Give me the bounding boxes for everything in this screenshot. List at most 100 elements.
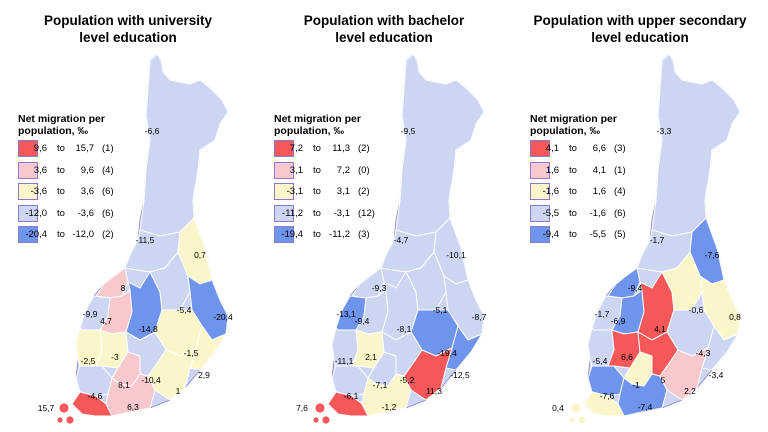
legend-swatch [18, 161, 38, 179]
region-value-label: 8,1 [118, 380, 130, 390]
region-value-label: 6,3 [127, 402, 139, 412]
region-value-label: -5,4 [177, 305, 192, 315]
legend-swatch [274, 226, 294, 243]
legend-count: (1) [614, 164, 626, 176]
region-18 [147, 347, 197, 401]
legend-count: (2) [358, 143, 370, 154]
island-1 [58, 402, 70, 414]
legend-swatch [274, 204, 294, 222]
legend-count: (4) [102, 164, 114, 176]
legend-row: -1,6 to 1,6 (4) [530, 180, 650, 202]
region-19 [583, 391, 625, 417]
region-value-label: -13,1 [336, 309, 356, 319]
legend-row: 3,6 to 9,6 (4) [18, 159, 138, 181]
region-value-label: -8,1 [397, 324, 412, 334]
island-3 [312, 416, 320, 424]
region-value-label: 15,7 [38, 403, 55, 413]
panel-bachelor: -9,5 -4,7 -10,1 -9,3 -13,1 -9,4 -8,1 -5,1 -8,7 -1… [256, 0, 512, 432]
legend-high-value: 6,6 [592, 143, 606, 154]
legend-low-value: -3,6 [30, 186, 47, 197]
legend-swatch [274, 183, 294, 200]
legend-low-value: -9,4 [542, 229, 559, 240]
legend-low-value: 9,6 [33, 143, 47, 154]
legend-low-value: 7,2 [289, 143, 303, 154]
title-line-2: level education [79, 30, 177, 45]
region-19 [327, 391, 369, 417]
legend-low-value: -3,1 [286, 186, 303, 197]
panel-university: -6,6 -11,5 0,7 8 -9,9 4,7 -14,8 -5,4 -20,4 -2,5 -3… [0, 0, 256, 432]
legend-to-text: to [313, 186, 321, 197]
title-line-1: Population with bachelor [303, 13, 465, 28]
finland-choropleth-map: -6,6 -11,5 0,7 8 -9,94,7 -14,8 -5,4 -20,4 -2,5 -3… [38, 53, 233, 425]
legend-row: -3,6 to 3,6 (6) [18, 180, 138, 202]
finland-choropleth-map: -9,5 -4,7 -10,1 -9,3 -13,1-9,4 -8,1 -5,1 -8,7 -1… [296, 53, 487, 425]
region-value-label: -10,4 [141, 375, 161, 385]
legend-high-value: 3,1 [336, 186, 350, 197]
region-value-label: -9,3 [372, 283, 387, 293]
legend-high-value: -3,1 [333, 207, 350, 219]
legend-row: -19,4 to -11,2 (3) [274, 223, 394, 245]
region-value-label: -6,1 [344, 391, 359, 401]
legend-rows: 9,6 to 15,7 (1) 3,6 to 9,6 (4) -3,6 to 3,6 (6) -12,0… [18, 137, 138, 245]
legend-to-text: to [57, 229, 65, 240]
legend-to-text: to [57, 164, 65, 176]
region-1 [651, 53, 741, 237]
legend-swatch [18, 140, 38, 157]
region-value-label: -9,4 [355, 316, 370, 326]
legend-high-value: -12,0 [72, 229, 94, 240]
legend-row: 4,1 to 6,6 (3) [530, 137, 650, 159]
legend-row: -11,2 to -3,1 (12) [274, 202, 394, 224]
legend-low-value: 3,6 [33, 164, 47, 176]
legend-low-value: -5,5 [542, 207, 559, 219]
region-value-label: 6,6 [621, 352, 633, 362]
legend-count: (0) [358, 164, 370, 176]
legend-swatch [530, 161, 550, 179]
legend-to-text: to [57, 207, 65, 219]
legend-count: (6) [102, 186, 114, 197]
legend-to-text: to [57, 143, 65, 154]
island-2 [65, 415, 75, 425]
region-value-label: -4,6 [88, 391, 103, 401]
region-value-label: 0,7 [194, 250, 206, 260]
legend-rows: 7,2 to 11,3 (2) 3,1 to 7,2 (0) -3,1 to 3,1 (2) -11,2… [274, 137, 394, 245]
region-value-label: -3,4 [709, 370, 724, 380]
region-value-label: 2,2 [684, 386, 696, 396]
legend-high-value: 15,7 [75, 143, 95, 154]
region-value-label: 5 [661, 375, 666, 385]
region-value-label: -10,1 [446, 250, 466, 260]
finland-choropleth-map: -3,3-1,7-7,6-9,4-1,7-6,94,1-0,60,8-5,4 6,… [552, 53, 741, 425]
region-value-label: -12,5 [450, 370, 470, 380]
legend-row: 9,6 to 15,7 (1) [18, 137, 138, 159]
legend-to-text: to [313, 207, 321, 219]
legend-row: 3,1 to 7,2 (0) [274, 159, 394, 181]
region-value-label: -5,2 [400, 375, 415, 385]
legend: Net migration per population, ‰ 7,2 to 11,… [274, 113, 394, 245]
region-value-label: 0,8 [729, 312, 741, 322]
region-value-label: -11,5 [136, 235, 155, 245]
region-value-label: -8,7 [472, 312, 487, 322]
region-value-label: -0,6 [689, 305, 704, 315]
legend-swatch [530, 140, 550, 157]
legend-to-text: to [57, 186, 65, 197]
region-value-label: -4,7 [394, 235, 409, 245]
region-value-label: -5,4 [593, 356, 608, 366]
legend-high-value: -3,6 [77, 207, 94, 219]
legend-low-value: -20,4 [25, 229, 47, 240]
legend-high-value: 3,6 [80, 186, 94, 197]
region-value-label: 11,3 [426, 386, 442, 396]
region-value-label: -5,1 [433, 305, 448, 315]
legend-to-text: to [569, 207, 577, 219]
region-value-label: 7,6 [296, 403, 308, 413]
legend-to-text: to [569, 143, 577, 154]
island-3 [568, 416, 576, 424]
legend-swatch [530, 204, 550, 222]
legend-to-text: to [569, 164, 577, 176]
legend-count: (2) [358, 186, 370, 197]
island-3 [56, 416, 64, 424]
region-value-label: -7,4 [638, 402, 653, 412]
legend-swatch [274, 161, 294, 179]
region-value-label: -7,6 [705, 250, 720, 260]
region-value-label: -20,4 [213, 312, 233, 322]
legend-low-value: 4,1 [545, 143, 559, 154]
legend-high-value: 4,1 [592, 164, 606, 176]
